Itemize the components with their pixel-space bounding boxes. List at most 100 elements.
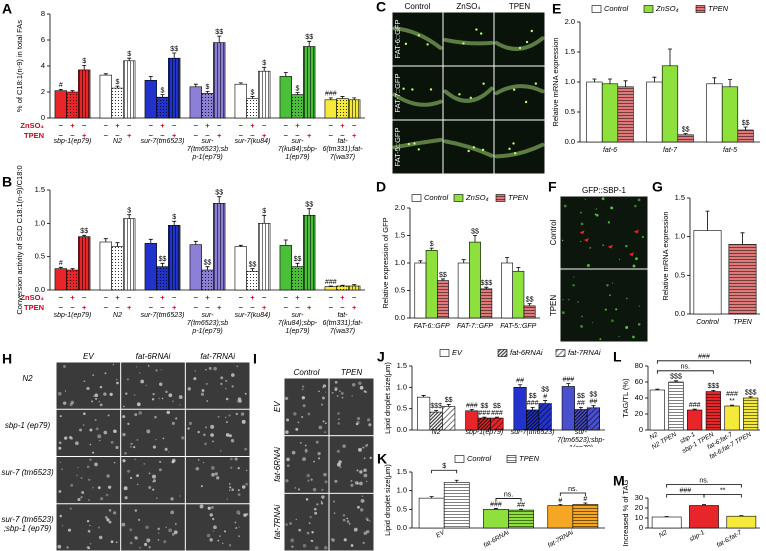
droplet bbox=[88, 499, 90, 501]
treatment-sign: − bbox=[104, 303, 109, 312]
x-tick-label: sur-7(tm6523) bbox=[140, 312, 185, 319]
y-tick-label: 0.0 bbox=[395, 313, 405, 322]
gfp-spot bbox=[632, 335, 635, 339]
droplet bbox=[356, 482, 359, 485]
droplet bbox=[82, 412, 86, 416]
gfp-spot bbox=[417, 148, 420, 151]
droplet bbox=[324, 480, 328, 484]
treatment-sign: − bbox=[284, 293, 289, 302]
significance-label: $$ bbox=[742, 120, 750, 127]
significance-label: ### bbox=[726, 391, 738, 398]
error-bar bbox=[115, 242, 120, 247]
droplet bbox=[66, 546, 69, 549]
micrograph bbox=[56, 457, 121, 504]
error-bar bbox=[283, 239, 288, 246]
micrograph bbox=[443, 12, 494, 66]
legend-label: ZnSO₄ bbox=[655, 4, 679, 13]
treatment-sign: − bbox=[59, 303, 64, 312]
bar bbox=[258, 223, 271, 291]
droplet bbox=[168, 451, 170, 453]
gfp-spot bbox=[607, 221, 610, 224]
droplet bbox=[236, 365, 239, 368]
droplet bbox=[148, 486, 152, 489]
legend-label: TPEN bbox=[708, 4, 729, 13]
droplet bbox=[323, 545, 328, 550]
bar bbox=[721, 86, 739, 143]
droplet bbox=[126, 378, 129, 381]
gfp-spot bbox=[475, 28, 478, 31]
bar bbox=[279, 245, 292, 291]
legend-label: fat-6RNAi bbox=[510, 348, 543, 357]
error-bar bbox=[578, 406, 583, 410]
droplet bbox=[314, 546, 319, 550]
bar bbox=[291, 266, 304, 291]
gfp-spot bbox=[602, 244, 604, 246]
droplet bbox=[318, 425, 323, 430]
x-tick-label: sur-7(tm6523) bbox=[510, 429, 555, 436]
bar bbox=[213, 203, 226, 291]
droplet bbox=[208, 366, 212, 370]
error-bar bbox=[418, 260, 423, 263]
droplet bbox=[70, 436, 73, 440]
droplet bbox=[298, 488, 301, 491]
droplet bbox=[89, 524, 91, 527]
droplet bbox=[91, 400, 94, 403]
bar bbox=[526, 409, 540, 431]
gfp-spot bbox=[524, 100, 528, 104]
error-bar bbox=[193, 240, 198, 245]
significance-label: ### bbox=[466, 402, 478, 409]
droplet bbox=[194, 370, 197, 372]
treatment-sign: + bbox=[127, 131, 132, 140]
treatment-sign: − bbox=[127, 121, 132, 130]
gfp-spot bbox=[581, 315, 583, 318]
x-tick-label-box: sur-7(tm6523);sbp-1(ep79) bbox=[187, 138, 228, 161]
droplet bbox=[219, 535, 221, 537]
gfp-spot bbox=[481, 148, 485, 152]
treatment-sign: + bbox=[160, 121, 165, 130]
error-bar bbox=[148, 238, 153, 244]
bar bbox=[336, 285, 349, 291]
legend-swatch bbox=[453, 194, 464, 202]
droplet bbox=[228, 544, 232, 547]
micrograph bbox=[121, 504, 185, 551]
droplet bbox=[104, 516, 108, 519]
error-bar bbox=[730, 404, 734, 406]
droplet bbox=[240, 412, 245, 416]
droplet bbox=[346, 517, 349, 520]
droplet bbox=[321, 495, 325, 499]
treatment-sign: − bbox=[59, 121, 64, 130]
micrograph bbox=[121, 362, 185, 409]
error-bar bbox=[705, 210, 710, 231]
error-bar bbox=[740, 232, 745, 245]
droplet bbox=[362, 446, 365, 449]
droplet bbox=[144, 542, 148, 547]
droplet bbox=[134, 458, 137, 461]
droplet bbox=[121, 522, 126, 527]
error-bar bbox=[692, 408, 697, 410]
panel-label: J bbox=[377, 349, 385, 365]
x-tick-label-box: sur-7(ku84);sbp-1(ep79) bbox=[278, 312, 317, 335]
gfp-spot bbox=[462, 42, 465, 45]
micrograph bbox=[185, 409, 250, 456]
treatment-sign: − bbox=[149, 303, 154, 312]
droplet bbox=[187, 387, 191, 391]
droplet bbox=[220, 382, 223, 386]
droplet bbox=[231, 439, 234, 443]
droplet bbox=[134, 536, 139, 540]
droplet bbox=[125, 392, 128, 395]
micrograph bbox=[494, 12, 545, 66]
image-title: GFP::SBP-1 bbox=[582, 186, 627, 195]
droplet bbox=[122, 432, 126, 437]
legend-swatch bbox=[454, 455, 465, 463]
droplet bbox=[301, 388, 304, 391]
treatment-name: ZnSO₄ bbox=[20, 121, 44, 130]
bar bbox=[111, 246, 124, 291]
gfp-spot bbox=[641, 235, 645, 239]
panel-label: D bbox=[376, 179, 386, 195]
error-bar bbox=[172, 52, 177, 59]
error-bar bbox=[328, 97, 333, 100]
droplet bbox=[140, 379, 145, 384]
panel-label: E bbox=[552, 1, 561, 17]
droplet bbox=[179, 495, 181, 497]
treatment-sign: − bbox=[194, 131, 199, 140]
